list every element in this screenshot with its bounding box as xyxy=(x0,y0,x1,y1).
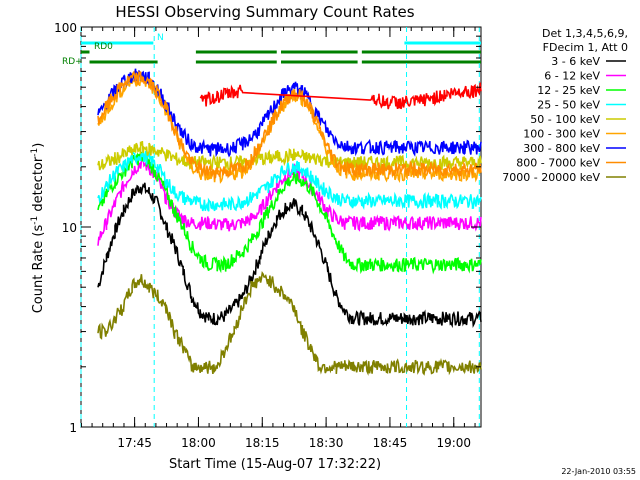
x-tick-label: 18:00 xyxy=(181,436,216,450)
series-line-6 xyxy=(97,68,482,158)
instrument-flags: N RD0 RD+ xyxy=(62,33,481,67)
legend-label: 800 - 7000 keV xyxy=(516,157,600,170)
series-line-7 xyxy=(97,70,482,181)
series-line-9 xyxy=(199,82,482,110)
x-tick-label: 17:45 xyxy=(117,436,152,450)
x-tick-label: 18:45 xyxy=(373,436,408,450)
y-tick-label: 100 xyxy=(54,21,77,35)
series-line-4 xyxy=(97,140,482,173)
y-tick-label: 10 xyxy=(62,221,77,235)
x-tick-label: 18:30 xyxy=(309,436,344,450)
legend-label: 7000 - 20000 keV xyxy=(502,171,600,184)
series-line-3 xyxy=(97,149,482,212)
x-axis-ticks: 17:45 18:00 18:15 18:30 18:45 19:00 xyxy=(80,27,476,450)
legend-label: 3 - 6 keV xyxy=(551,55,600,68)
series-line-8 xyxy=(97,270,482,376)
y-tick-label: 1 xyxy=(69,421,77,435)
flag-label: N xyxy=(157,33,164,43)
y-axis-label: Count Rate (s-1 detector-1) xyxy=(30,143,46,314)
legend-label: 6 - 12 keV xyxy=(544,70,600,83)
legend-label: 12 - 25 keV xyxy=(537,84,600,97)
legend-header-line-2: FDecim 1, Att 0 xyxy=(543,41,628,54)
series-line-0 xyxy=(97,182,482,329)
legend-label: 300 - 800 keV xyxy=(523,142,600,155)
flag-label: RD+ xyxy=(62,57,83,67)
legend-label: 100 - 300 keV xyxy=(523,128,600,141)
x-axis-label: Start Time (15-Aug-07 17:32:22) xyxy=(169,457,381,472)
x-tick-label: 18:15 xyxy=(245,436,280,450)
legend: Det 1,3,4,5,6,9, FDecim 1, Att 0 3 - 6 k… xyxy=(502,27,628,184)
flag-label: RD0 xyxy=(94,42,113,52)
legend-label: 25 - 50 keV xyxy=(537,99,600,112)
legend-header-line-1: Det 1,3,4,5,6,9, xyxy=(542,27,628,40)
legend-label: 50 - 100 keV xyxy=(530,113,600,126)
generation-timestamp: 22-Jan-2010 03:55 xyxy=(561,467,636,476)
x-tick-label: 19:00 xyxy=(436,436,471,450)
chart-title: HESSI Observing Summary Count Rates xyxy=(115,3,414,21)
series-lines xyxy=(97,68,482,376)
series-line-2 xyxy=(97,151,482,275)
y-axis-ticks: 1 10 100 xyxy=(54,21,481,435)
